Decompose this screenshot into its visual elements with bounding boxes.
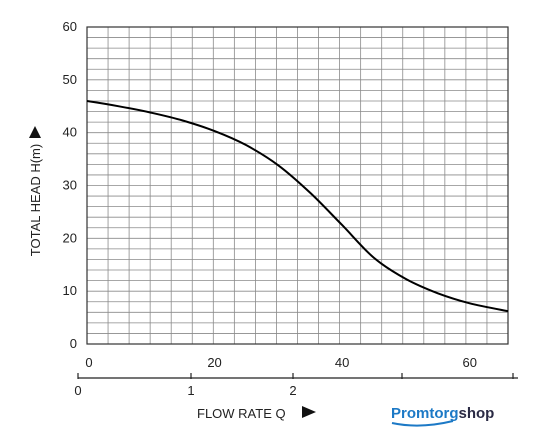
y-tick-labels: 0 10 20 30 40 50 60 <box>63 19 77 351</box>
x-tick-label: 0 <box>85 355 92 370</box>
y-tick-label: 20 <box>63 230 77 245</box>
x-axis-label: FLOW RATE Q <box>197 406 286 421</box>
y-tick-label: 10 <box>63 283 77 298</box>
y-tick-label: 60 <box>63 19 77 34</box>
x-axis-arrow-icon <box>302 406 316 418</box>
secondary-x-tick-label: 2 <box>289 383 296 398</box>
x-tick-label: 20 <box>207 355 221 370</box>
secondary-x-tick-label: 0 <box>74 383 81 398</box>
x-tick-labels: 0 20 40 60 <box>85 355 477 370</box>
plot-border <box>86 26 509 345</box>
x-tick-label: 40 <box>335 355 349 370</box>
secondary-x-axis: 0 1 2 <box>74 373 518 398</box>
svg-text:Promtorgshop: Promtorgshop <box>391 405 494 422</box>
logo-part2: shop <box>459 405 495 422</box>
y-axis-label: TOTAL HEAD H(m) <box>28 144 43 256</box>
y-tick-label: 50 <box>63 72 77 87</box>
y-tick-label: 0 <box>70 336 77 351</box>
x-tick-label: 60 <box>462 355 476 370</box>
plot-frame <box>86 26 509 345</box>
logo: Promtorgshop <box>391 405 494 427</box>
logo-swoosh <box>391 420 454 427</box>
secondary-x-tick-label: 1 <box>187 383 194 398</box>
head-flow-curve <box>86 100 509 313</box>
logo-part1: Promtorg <box>391 405 459 422</box>
grid <box>86 26 509 345</box>
y-axis-arrow-icon <box>29 126 41 138</box>
y-tick-label: 40 <box>63 125 77 140</box>
y-tick-label: 30 <box>63 178 77 193</box>
